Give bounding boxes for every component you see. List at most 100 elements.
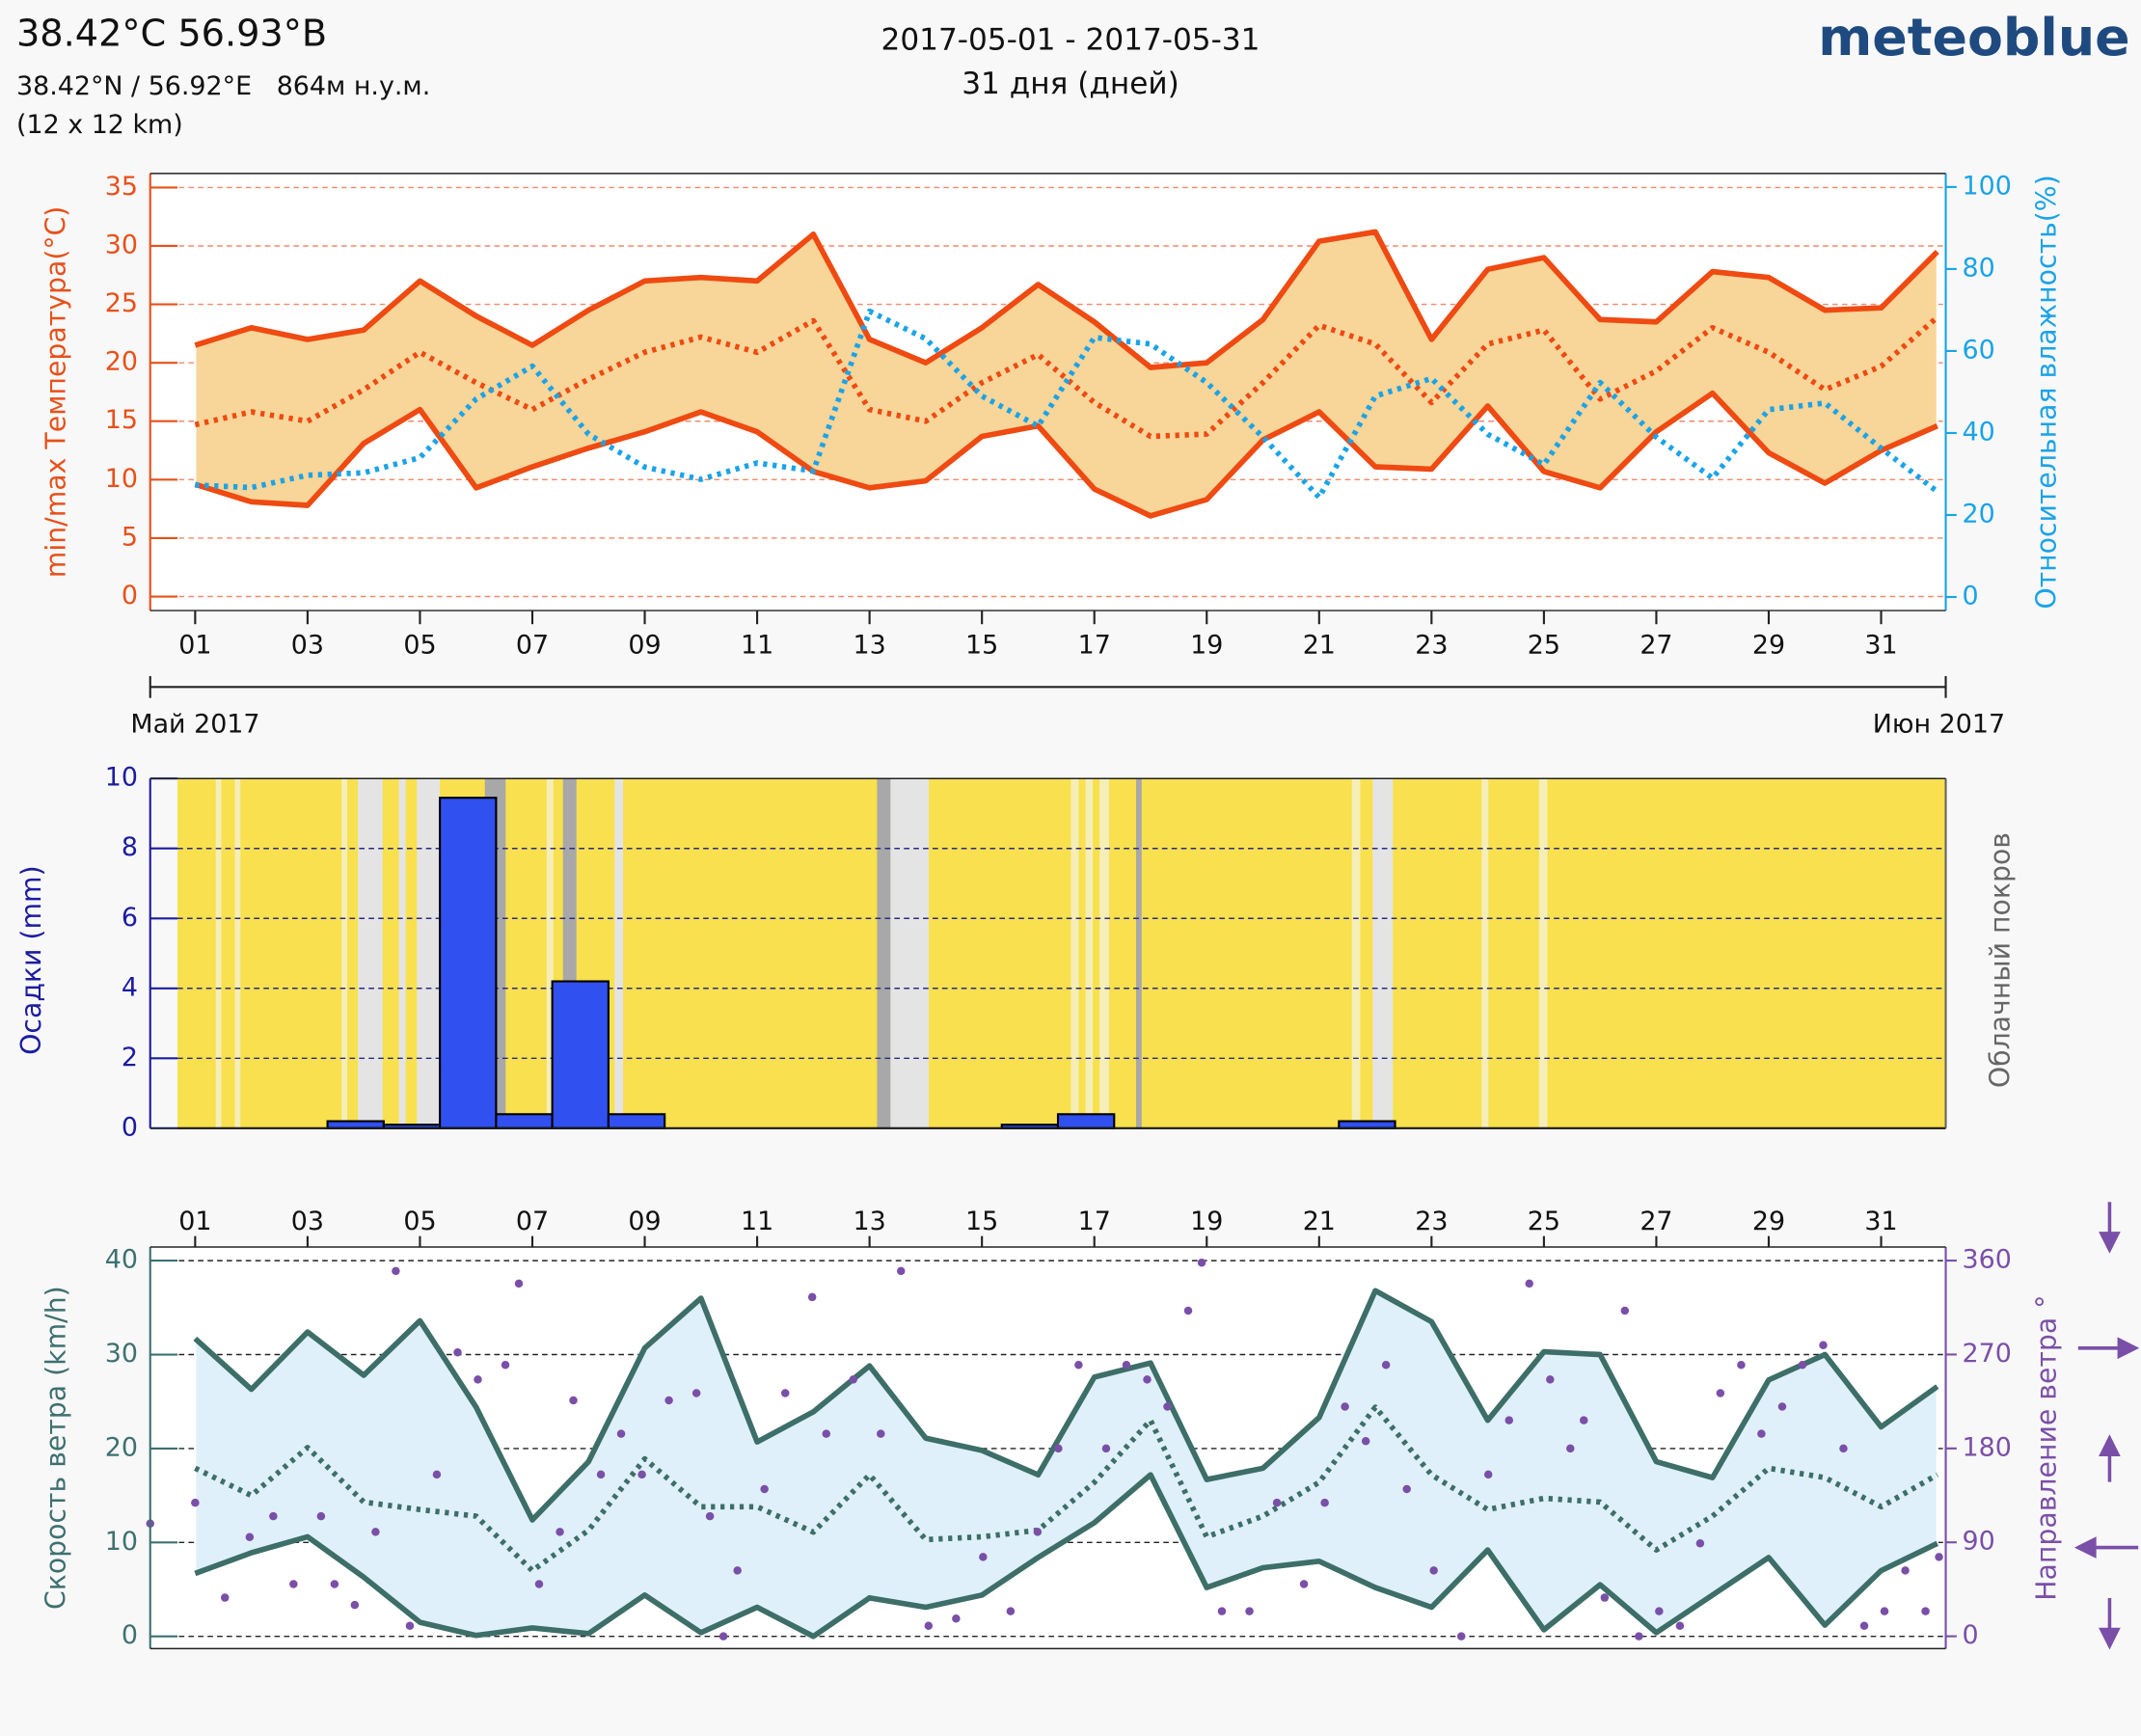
x-tick-label: 07 — [516, 1207, 549, 1236]
cloud-band — [890, 778, 930, 1128]
y-tick-label: 0 — [122, 581, 138, 610]
cloud-band — [1085, 778, 1094, 1128]
direction-dot — [1456, 1632, 1466, 1641]
x-tick-label: 11 — [741, 630, 773, 660]
direction-dot — [1197, 1258, 1206, 1267]
y-tick-label: 4 — [122, 972, 138, 1002]
direction-dot — [616, 1429, 626, 1438]
direction-dot — [760, 1484, 769, 1494]
y2-axis-label: Направление ветра ° — [2031, 1295, 2063, 1601]
y-tick-label: 10 — [105, 763, 138, 793]
direction-dot — [718, 1632, 728, 1641]
x-tick-label: 29 — [1752, 630, 1785, 660]
direction-dot — [501, 1361, 510, 1370]
direction-dot — [1798, 1361, 1807, 1370]
y2-tick-label: 20 — [1963, 499, 1995, 529]
direction-dot — [780, 1389, 790, 1397]
x-tick-label: 25 — [1528, 1207, 1560, 1236]
direction-dot — [1402, 1484, 1411, 1494]
direction-dot — [191, 1498, 200, 1507]
series-line — [194, 1404, 1939, 1574]
y2-axis-label: Облачный покров — [1985, 832, 2017, 1088]
y-tick-label: 8 — [122, 832, 138, 862]
series-line — [193, 1288, 1939, 1523]
x-tick-label: 15 — [965, 630, 998, 660]
cloud-band — [1481, 778, 1489, 1128]
x-tick-label: 21 — [1303, 630, 1336, 660]
y-tick-label: 10 — [105, 464, 138, 494]
direction-dot — [1320, 1498, 1329, 1507]
direction-dot — [1901, 1566, 1910, 1575]
direction-dot — [1429, 1566, 1438, 1575]
direction-dot — [1635, 1632, 1643, 1641]
cloud-band — [1070, 778, 1079, 1128]
y-tick-label: 0 — [122, 1112, 138, 1142]
cloud-band — [215, 778, 222, 1128]
y-axis-label: Скорость ветра (km/h) — [40, 1286, 71, 1610]
direction-dot — [822, 1429, 831, 1438]
x-tick-label: 07 — [516, 630, 549, 660]
cloud-band — [417, 778, 441, 1128]
series-line — [194, 229, 1939, 370]
direction-dot — [1716, 1389, 1725, 1397]
direction-dot — [1006, 1607, 1016, 1615]
direction-dot — [1143, 1375, 1152, 1384]
x-tick-label: 23 — [1415, 1207, 1448, 1236]
direction-dot — [1054, 1444, 1063, 1453]
cloud-band — [546, 778, 554, 1128]
series-line — [194, 1472, 1939, 1640]
y-tick-label: 5 — [122, 522, 138, 552]
direction-dot — [1880, 1607, 1889, 1615]
cloud-band — [1372, 778, 1394, 1128]
x-tick-label: 27 — [1640, 1207, 1672, 1236]
y-tick-label: 2 — [122, 1043, 138, 1072]
y-tick-label: 20 — [105, 347, 138, 377]
y-axis-label: Осадки (mm) — [15, 865, 47, 1055]
location-title: 38.42°C 56.93°В — [16, 13, 327, 55]
direction-dot — [1695, 1539, 1705, 1548]
direction-dot — [807, 1292, 817, 1302]
cloud-band — [1099, 778, 1110, 1128]
x-tick-label: 31 — [1864, 630, 1897, 660]
y2-tick-label: 360 — [1963, 1245, 2012, 1275]
y2-axis-label: Относительная влажность(%) — [2031, 175, 2063, 609]
direction-dot — [979, 1553, 988, 1561]
direction-dot — [1757, 1429, 1766, 1438]
resolution: (12 x 12 km) — [16, 110, 183, 140]
direction-dot — [1361, 1437, 1370, 1446]
cloud-band — [1351, 778, 1361, 1128]
direction-dot — [1580, 1416, 1588, 1424]
direction-dot — [1859, 1621, 1869, 1631]
direction-dot — [691, 1389, 701, 1397]
month-label: Май 2017 — [130, 710, 259, 740]
month-label: Июн 2017 — [1873, 710, 2005, 740]
y-tick-label: 25 — [105, 288, 138, 318]
x-tick-label: 09 — [628, 1207, 661, 1236]
direction-dot — [1122, 1361, 1131, 1370]
direction-dot — [1504, 1416, 1514, 1424]
direction-dot — [371, 1528, 380, 1536]
precipitation-bar — [326, 1120, 385, 1129]
direction-dot — [1217, 1607, 1227, 1615]
x-tick-label: 17 — [1078, 1207, 1111, 1236]
direction-dot — [569, 1396, 578, 1405]
x-tick-label: 03 — [291, 1207, 324, 1236]
direction-dot — [1546, 1375, 1555, 1384]
x-tick-label: 21 — [1303, 1207, 1336, 1236]
direction-dot — [1675, 1621, 1685, 1631]
direction-dot — [1074, 1361, 1083, 1370]
y-tick-label: 0 — [122, 1620, 138, 1650]
x-tick-label: 13 — [854, 630, 886, 660]
y-tick-label: 20 — [105, 1432, 138, 1462]
period: 2017-05-01 - 2017-05-31 — [881, 22, 1260, 57]
direction-dot — [316, 1511, 326, 1521]
x-tick-label: 01 — [178, 630, 211, 660]
direction-dot — [1483, 1470, 1493, 1479]
direction-dot — [1101, 1444, 1111, 1453]
direction-dot — [877, 1429, 885, 1438]
y2-tick-label: 180 — [1963, 1432, 2012, 1462]
x-tick-label: 05 — [403, 1207, 436, 1236]
y2-tick-label: 60 — [1963, 335, 1995, 365]
direction-dot — [1839, 1444, 1848, 1453]
direction-dot — [556, 1528, 564, 1536]
